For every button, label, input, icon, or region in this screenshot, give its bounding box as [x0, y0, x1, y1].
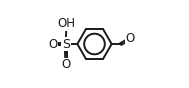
Text: O: O — [49, 37, 58, 51]
Text: O: O — [125, 32, 135, 45]
Text: S: S — [62, 37, 70, 51]
Text: O: O — [62, 58, 71, 71]
Text: OH: OH — [57, 17, 75, 30]
